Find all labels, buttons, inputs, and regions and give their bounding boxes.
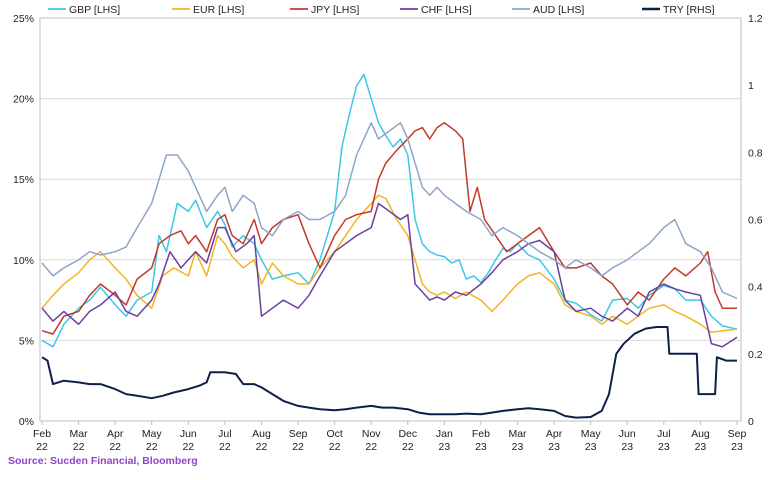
legend-label-try: TRY [RHS] [663,4,715,16]
legend: GBP [LHS] EUR [LHS] JPY [LHS] CHF [LHS] AUD … [48,4,715,16]
x-tick-month: Feb [472,428,490,440]
x-tick-month: May [581,428,602,440]
left-tick-label: 5% [19,335,34,347]
series-line-chf [41,202,738,348]
x-tick-year: 23 [658,441,670,453]
left-tick-label: 20% [13,94,34,106]
x-tick-month: Jun [180,428,197,440]
right-tick-label: 0.6 [748,215,763,227]
x-tick-month: Jun [619,428,636,440]
plot-border [39,17,742,422]
series-line-jpy [41,122,737,335]
x-tick-month: Apr [107,428,124,440]
series-line-gbp [41,73,738,348]
x-tick-year: 23 [439,441,451,453]
x-tick-month: Nov [362,428,381,440]
legend-label-jpy: JPY [LHS] [311,4,359,16]
legend-label-aud: AUD [LHS] [533,4,584,16]
grid-lines [39,17,742,422]
series-line-try [41,326,737,419]
x-tick-month: Aug [691,428,710,440]
left-axis: 0% 5% 10% 15% 20% 25% [13,13,34,428]
legend-label-eur: EUR [LHS] [193,4,244,16]
x-tick-month: May [142,428,163,440]
left-tick-label: 25% [13,13,34,25]
x-tick-year: 22 [109,441,121,453]
x-tick-year: 22 [365,441,377,453]
source-note: Source: Sucden Financial, Bloomberg [8,455,198,467]
x-tick-year: 22 [329,441,341,453]
right-tick-label: 0 [748,416,754,428]
x-tick-month: Dec [398,428,417,440]
x-tick-year: 23 [731,441,743,453]
right-axis: 0 0.2 0.4 0.6 0.8 1 1.2 [748,13,763,428]
x-tick-month: Jul [657,428,670,440]
x-tick-month: Jan [436,428,453,440]
x-tick-month: Sep [728,428,747,440]
series-lines [41,73,738,419]
x-tick-year: 23 [621,441,633,453]
left-tick-label: 10% [13,255,34,267]
x-tick-month: Aug [252,428,271,440]
legend-label-gbp: GBP [LHS] [69,4,120,16]
x-tick-year: 22 [146,441,158,453]
x-tick-year: 22 [182,441,194,453]
right-tick-label: 0.8 [748,147,763,159]
right-tick-label: 1 [748,80,754,92]
x-tick-month: Sep [289,428,308,440]
x-tick-year: 22 [73,441,85,453]
x-tick-year: 23 [695,441,707,453]
x-tick-year: 23 [512,441,524,453]
right-tick-label: 0.4 [748,282,763,294]
x-tick-month: Feb [33,428,51,440]
x-tick-year: 22 [36,441,48,453]
x-tick-month: Mar [70,428,89,440]
x-tick-year: 23 [585,441,597,453]
x-tick-year: 23 [475,441,487,453]
series-line-aud [41,122,738,300]
x-tick-month: Mar [508,428,527,440]
legend-label-chf: CHF [LHS] [421,4,472,16]
x-tick-year: 22 [402,441,414,453]
x-tick-year: 22 [292,441,304,453]
left-tick-label: 15% [13,174,34,186]
x-tick-month: Apr [546,428,563,440]
x-tick-month: Oct [326,428,342,440]
x-tick-year: 22 [219,441,231,453]
left-tick-label: 0% [19,416,34,428]
x-tick-year: 23 [548,441,560,453]
x-tick-month: Jul [218,428,231,440]
x-tick-year: 22 [256,441,268,453]
x-axis: Feb22Mar22Apr22May22Jun22Jul22Aug22Sep22… [33,421,747,453]
right-tick-label: 1.2 [748,13,763,25]
right-tick-label: 0.2 [748,349,763,361]
